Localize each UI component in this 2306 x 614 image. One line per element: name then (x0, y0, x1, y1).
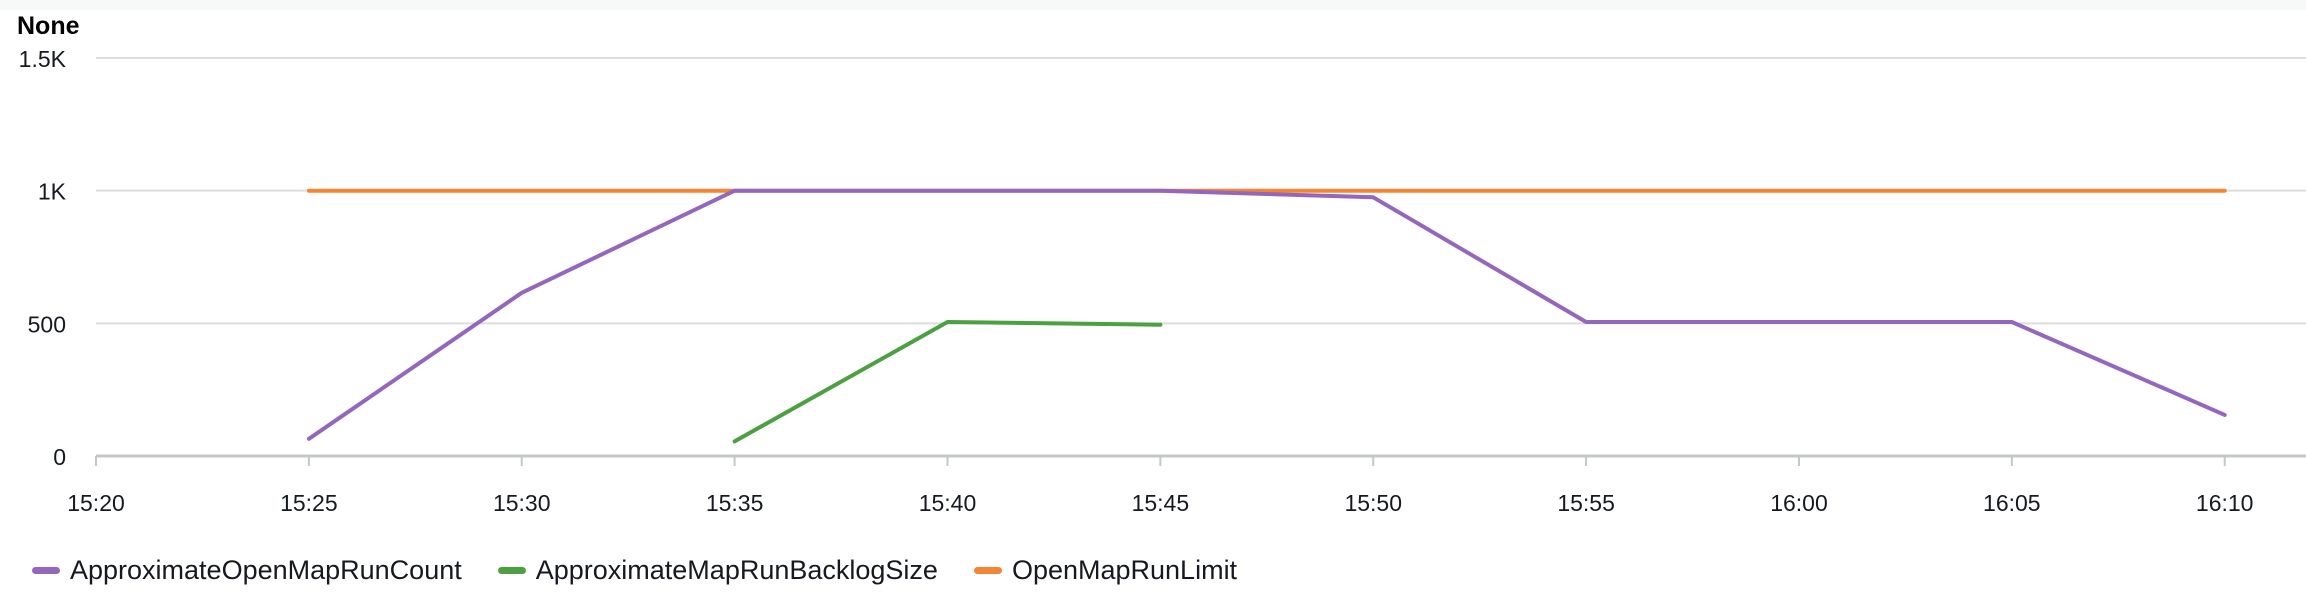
top-strip (0, 0, 2306, 10)
x-axis-ticks: 15:20 15:25 15:30 15:35 15:40 15:45 15:50 15:55… (67, 456, 2253, 516)
y-tick-label: 1.5K (19, 46, 67, 72)
grid-lines (96, 57, 2306, 458)
x-tick-label: 15:20 (67, 490, 125, 516)
x-tick-label: 15:25 (280, 490, 338, 516)
series-lines (306, 188, 2227, 444)
legend-item-ApproximateMapRunBacklogSize[interactable]: ApproximateMapRunBacklogSize (497, 555, 938, 586)
chart-title: None (17, 12, 80, 40)
y-tick-label: 0 (53, 444, 66, 470)
x-tick-label: 16:10 (2196, 490, 2254, 516)
legend-swatch (32, 567, 60, 574)
legend-label: ApproximateOpenMapRunCount (70, 555, 462, 585)
x-tick-label: 15:50 (1344, 490, 1402, 516)
x-tick-label: 15:55 (1557, 490, 1615, 516)
legend-item-OpenMapRunLimit[interactable]: OpenMapRunLimit (973, 555, 1238, 586)
legend-label: OpenMapRunLimit (1011, 555, 1238, 585)
legend-swatch (973, 567, 1002, 574)
chart-legend: ApproximateOpenMapRunCount ApproximateMap… (32, 555, 1273, 586)
legend-swatch (497, 567, 526, 574)
legend-item-ApproximateOpenMapRunCount[interactable]: ApproximateOpenMapRunCount (32, 555, 462, 586)
x-tick-label: 15:45 (1132, 490, 1190, 516)
x-tick-label: 16:00 (1770, 490, 1828, 516)
legend-label: ApproximateMapRunBacklogSize (535, 555, 938, 585)
y-axis-ticks: 0 500 1K 1.5K (19, 46, 67, 470)
x-tick-label: 15:40 (919, 490, 977, 516)
x-tick-label: 15:30 (493, 490, 551, 516)
x-tick-label: 16:05 (1983, 490, 2041, 516)
line-chart: 0 500 1K 1.5K 15:20 15:25 15:30 15:35 15:40 15:4… (19, 46, 2306, 516)
y-tick-label: 1K (38, 179, 67, 205)
series-line-ApproximateOpenMapRunCount[interactable] (306, 188, 2227, 441)
series-line-ApproximateMapRunBacklogSize[interactable] (732, 320, 1163, 444)
y-tick-label: 500 (28, 311, 66, 337)
x-tick-label: 15:35 (706, 490, 764, 516)
